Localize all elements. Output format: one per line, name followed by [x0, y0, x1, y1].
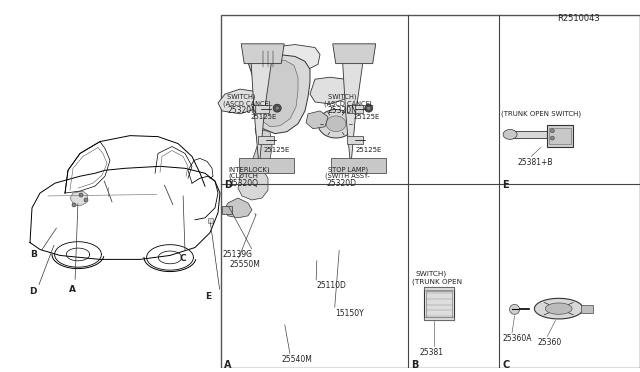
Polygon shape — [333, 44, 376, 64]
Polygon shape — [258, 60, 298, 127]
Bar — [257, 136, 274, 144]
Text: G: G — [246, 250, 251, 256]
Polygon shape — [241, 44, 284, 64]
Polygon shape — [70, 191, 88, 206]
Polygon shape — [326, 116, 346, 132]
Bar — [547, 125, 573, 147]
Text: INTERLOCK): INTERLOCK) — [228, 167, 270, 173]
Text: (TRUNK OPEN: (TRUNK OPEN — [412, 278, 461, 285]
Polygon shape — [503, 129, 517, 140]
Polygon shape — [218, 89, 258, 114]
Circle shape — [79, 193, 83, 197]
Text: 25125E: 25125E — [355, 147, 381, 153]
Bar — [510, 131, 547, 138]
Text: 25125E: 25125E — [264, 147, 290, 153]
Text: 25360A: 25360A — [502, 334, 532, 343]
Text: 25320N: 25320N — [228, 106, 258, 115]
Polygon shape — [331, 158, 386, 173]
Text: A: A — [68, 285, 76, 294]
Text: SWITCH): SWITCH) — [326, 94, 357, 100]
Text: B: B — [412, 360, 419, 370]
Text: (ASCD CANCEL: (ASCD CANCEL — [223, 100, 272, 107]
Polygon shape — [238, 168, 268, 200]
Bar — [424, 287, 454, 290]
Circle shape — [550, 129, 554, 133]
Text: 25381+B: 25381+B — [517, 158, 552, 167]
Text: 25125E: 25125E — [251, 114, 277, 120]
Bar — [426, 291, 452, 317]
Text: 25550M: 25550M — [229, 260, 260, 269]
Polygon shape — [318, 109, 354, 138]
Circle shape — [273, 104, 281, 112]
Polygon shape — [509, 304, 520, 314]
Text: 25381: 25381 — [419, 348, 444, 357]
Polygon shape — [534, 298, 583, 319]
Polygon shape — [310, 77, 348, 104]
Text: R2510043: R2510043 — [557, 14, 600, 23]
Text: SWITCH): SWITCH) — [225, 94, 256, 100]
Text: E: E — [502, 180, 509, 190]
Text: E: E — [205, 292, 211, 301]
Text: (TRUNK OPEN SWITCH): (TRUNK OPEN SWITCH) — [501, 110, 581, 117]
Text: 25320Q: 25320Q — [228, 179, 259, 187]
Text: C: C — [502, 360, 509, 370]
Bar — [424, 287, 454, 320]
Circle shape — [365, 104, 372, 112]
Circle shape — [550, 136, 554, 140]
Polygon shape — [306, 111, 328, 129]
Bar — [424, 317, 454, 320]
Bar — [580, 305, 593, 312]
Text: STOP LAMP): STOP LAMP) — [328, 167, 368, 173]
Polygon shape — [239, 158, 294, 173]
Text: 15150Y: 15150Y — [335, 309, 364, 318]
Text: (CLUTCH: (CLUTCH — [228, 172, 259, 179]
Text: 25360: 25360 — [538, 338, 562, 347]
Bar — [348, 136, 364, 144]
Polygon shape — [252, 54, 271, 167]
Text: A: A — [224, 360, 232, 370]
Bar — [348, 105, 364, 113]
Text: 25125E: 25125E — [353, 114, 380, 120]
Text: SWITCH): SWITCH) — [416, 271, 447, 277]
Text: 25540M: 25540M — [282, 355, 312, 365]
Text: 25110D: 25110D — [316, 281, 346, 291]
Bar — [221, 15, 640, 368]
Polygon shape — [248, 129, 272, 173]
Polygon shape — [545, 303, 572, 314]
Bar — [222, 206, 232, 214]
Polygon shape — [208, 218, 213, 223]
Polygon shape — [248, 54, 310, 134]
Circle shape — [275, 106, 279, 110]
Text: C: C — [179, 254, 186, 263]
Circle shape — [72, 203, 76, 207]
Polygon shape — [248, 45, 320, 71]
Circle shape — [84, 198, 88, 202]
Bar — [253, 105, 269, 113]
Bar — [549, 128, 571, 144]
Text: (SWITH ASSY-: (SWITH ASSY- — [325, 172, 370, 179]
Text: D: D — [224, 180, 232, 190]
Text: 25320N: 25320N — [328, 106, 358, 115]
Circle shape — [367, 106, 371, 110]
Text: B: B — [30, 250, 37, 259]
Text: 25320D: 25320D — [326, 179, 356, 187]
Polygon shape — [224, 198, 252, 218]
Text: (ASCD CANCEL: (ASCD CANCEL — [324, 100, 373, 107]
Text: 25139G: 25139G — [223, 250, 253, 259]
Text: D: D — [29, 286, 36, 295]
Polygon shape — [343, 54, 363, 167]
